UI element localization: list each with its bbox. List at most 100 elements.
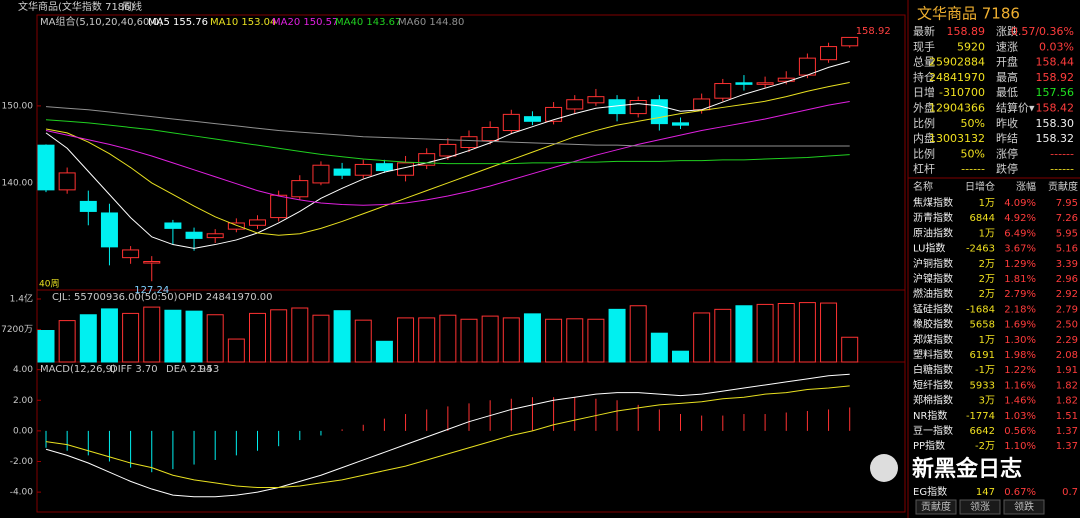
legend-entry: MA20 150.57 (272, 17, 338, 28)
index-cell: 2万 (979, 274, 995, 285)
index-cell: 1万 (979, 198, 995, 209)
candle-body (587, 96, 605, 104)
volume-bar (291, 307, 309, 363)
indicator-name: MACD(12,26,9) (40, 364, 116, 375)
volume-bar (672, 350, 689, 363)
quote-cell: 13003132 (929, 132, 985, 145)
candle-body (460, 136, 478, 148)
index-cell: -1684 (966, 304, 995, 315)
volume-bar (650, 332, 668, 363)
column-header: 贡献度 (1048, 180, 1078, 193)
legend-name: MA20 (272, 17, 300, 28)
volume-bar (354, 319, 372, 363)
header-title: 文华商品(文华指数 7186) (18, 0, 135, 13)
volume-bar (58, 320, 76, 363)
index-cell: 2万 (979, 289, 995, 300)
index-cell: 1.82 (1056, 380, 1078, 391)
candle-body (270, 194, 288, 219)
indicator-line (45, 385, 850, 489)
quote-cell: 最高 (996, 70, 1018, 84)
indicator-line (45, 101, 850, 206)
quote-cell: 持仓 (913, 70, 935, 84)
candle-body (672, 122, 689, 126)
index-cell: 锰硅指数 (913, 302, 953, 315)
volume-bar (460, 318, 478, 363)
index-cell: 郑煤指数 (913, 333, 953, 346)
tab[interactable] (915, 499, 957, 515)
candle-body (650, 99, 668, 125)
candle-body (354, 163, 372, 176)
index-cell: 1.37 (1056, 441, 1078, 452)
quote-cell: -310700 (939, 86, 985, 99)
indicator-line (45, 61, 850, 249)
legend-entry: MA10 153.04 (210, 17, 276, 28)
candle-body (756, 82, 774, 85)
volume-bar (312, 314, 330, 363)
legend-value: 143.67 (366, 17, 401, 28)
legend-name: MA60 (398, 17, 426, 28)
index-cell: 1.10% (1004, 441, 1036, 452)
index-cell: 6191 (970, 350, 995, 361)
volume-bar (100, 308, 118, 363)
index-cell: 1万 (979, 228, 995, 239)
quote-cell: 158.44 (1036, 56, 1075, 69)
column-header: 涨幅 (1016, 180, 1036, 193)
index-cell: 6844 (970, 213, 995, 224)
indicator-line (45, 373, 850, 498)
index-cell: 2.79 (1056, 304, 1078, 315)
volume-bar (481, 315, 499, 363)
quote-cell: 现手 (913, 39, 935, 53)
quote-cell: 最新 (913, 24, 935, 38)
index-cell: 白糖指数 (913, 363, 953, 376)
index-cell: 4.09% (1004, 198, 1036, 209)
volume-bar (164, 309, 182, 363)
index-cell: 1.30% (1004, 335, 1036, 346)
quote-cell: 开盘 (996, 55, 1018, 69)
index-cell: 2.92 (1056, 289, 1078, 300)
index-cell: 5933 (970, 380, 995, 391)
index-cell: 1.98% (1004, 350, 1036, 361)
quote-cell: 158.32 (1036, 132, 1075, 145)
candle-body (312, 164, 330, 184)
tab-label: 贡献度 (921, 500, 951, 513)
volume-bar (735, 305, 753, 363)
index-cell: -1万 (975, 365, 995, 376)
index-cell: -2463 (966, 244, 995, 255)
volume-bar (249, 312, 266, 363)
candle-body (545, 106, 563, 122)
volume-bar (206, 314, 224, 363)
quote-cell: ------ (1050, 147, 1074, 160)
index-cell: 1.81% (1004, 274, 1036, 285)
dea-label: DEA 2.94 (166, 364, 212, 375)
index-cell: 5.95 (1056, 228, 1078, 239)
quote-cell: 结算价▾ (996, 101, 1035, 115)
volume-bar (587, 318, 605, 363)
quote-cell: 日增 (913, 85, 935, 99)
quote-cell: 最低 (996, 86, 1018, 99)
tab[interactable] (959, 499, 1001, 515)
quote-cell: 总量 (913, 55, 935, 69)
watermark-icon (870, 454, 898, 482)
legend-value: 150.57 (303, 17, 338, 28)
quote-cell: 158.42 (1036, 102, 1075, 115)
index-cell: 1.37 (1056, 426, 1078, 437)
volume-bar (122, 312, 140, 363)
candle-body (143, 260, 161, 264)
period[interactable]: 周线 (122, 0, 142, 13)
quote-cell: 5920 (957, 40, 985, 53)
quote-cell: 50% (961, 117, 985, 130)
quote-cell: 158.30 (1036, 117, 1075, 130)
volume-bar (693, 312, 711, 363)
volume-bar (270, 309, 288, 363)
legend-name: MA40 (335, 17, 363, 28)
index-cell: 5658 (970, 320, 995, 331)
index-cell: PP指数 (913, 439, 945, 452)
quote-cell: 涨跌 (996, 24, 1018, 38)
index-cell: 3.67% (1004, 244, 1036, 255)
tab[interactable] (1003, 499, 1045, 515)
candle-body (523, 116, 541, 122)
indicator-name: OPID 24841970.00 (178, 292, 273, 303)
watermark: 新黑金日志 (912, 456, 1022, 482)
column-header: 日增仓 (965, 180, 995, 193)
